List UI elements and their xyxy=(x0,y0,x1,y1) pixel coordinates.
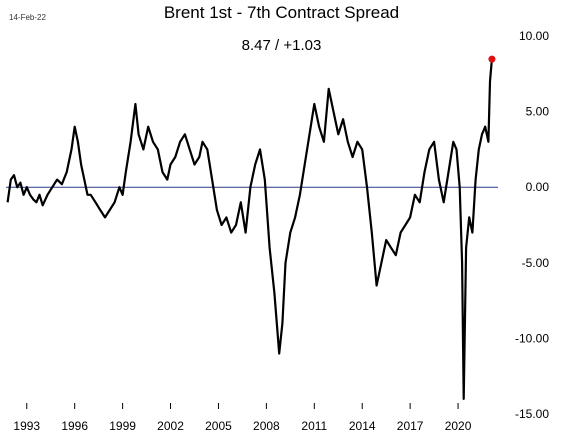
x-tick-label: 2002 xyxy=(157,419,184,433)
x-tick-label: 1993 xyxy=(13,419,40,433)
x-tick-label: 2008 xyxy=(253,419,280,433)
y-tick-label: -10.00 xyxy=(515,331,549,345)
x-axis-tick-labels: 1993 1996 1999 2002 2005 2008 2011 2014 2017 2020 xyxy=(13,403,472,433)
y-tick-label: 5.00 xyxy=(526,105,550,119)
date-stamp: 14-Feb-22 xyxy=(9,13,46,22)
x-tick-label: 1996 xyxy=(61,419,88,433)
x-tick-label: 1999 xyxy=(109,419,136,433)
x-tick-label: 2017 xyxy=(397,419,424,433)
chart-title: Brent 1st - 7th Contract Spread xyxy=(163,3,400,22)
x-tick-label: 2005 xyxy=(205,419,232,433)
y-tick-label: -15.00 xyxy=(515,407,549,421)
y-tick-label: 10.00 xyxy=(519,29,549,43)
x-tick-label: 2014 xyxy=(349,419,376,433)
y-tick-label: 0.00 xyxy=(526,180,550,194)
x-tick-label: 2011 xyxy=(301,419,327,433)
latest-value-readout: 8.47 / +1.03 xyxy=(241,37,322,54)
spread-series-line xyxy=(6,59,493,400)
y-tick-label: -5.00 xyxy=(522,256,550,270)
last-point-marker xyxy=(488,55,496,63)
x-tick-label: 2020 xyxy=(445,419,472,433)
y-axis-tick-labels: 10.00 5.00 0.00 -5.00 -10.00 -15.00 xyxy=(515,29,549,421)
